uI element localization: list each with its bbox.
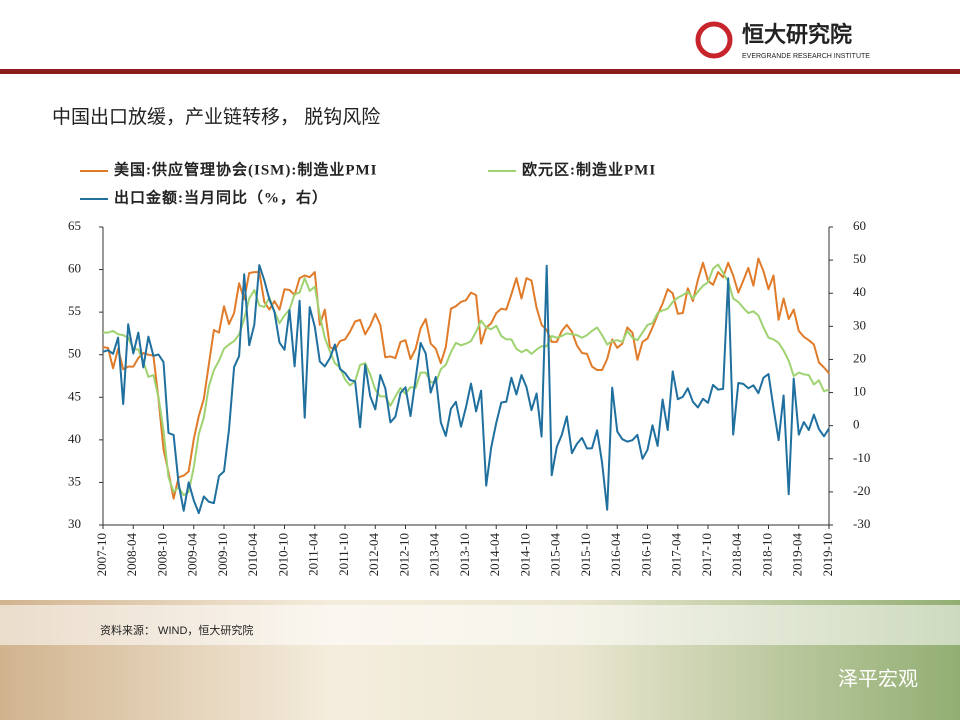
y-tick-label: 35	[68, 473, 81, 488]
x-tick-label: 2019-04	[790, 533, 805, 577]
x-tick-label: 2017-10	[699, 533, 714, 576]
series-line	[103, 263, 830, 497]
series-line	[102, 264, 830, 515]
x-tick-label: 2014-04	[487, 533, 502, 577]
x-tick-label: 2019-10	[820, 533, 835, 576]
x-tick-label: 2016-10	[638, 533, 653, 576]
y2-tick-label: 20	[853, 350, 866, 365]
footer-fade	[0, 605, 960, 645]
x-tick-label: 2015-10	[578, 533, 593, 576]
x-tick-label: 2017-04	[669, 533, 684, 577]
logo-text: 恒大研究院	[742, 22, 852, 47]
x-tick-label: 2009-04	[185, 533, 200, 577]
y2-tick-label: 0	[853, 417, 860, 432]
x-tick-label: 2009-10	[215, 533, 230, 576]
x-tick-label: 2013-10	[457, 533, 472, 576]
y2-tick-label: 60	[853, 218, 866, 233]
y2-tick-label: -30	[853, 516, 870, 531]
x-tick-label: 2012-04	[366, 533, 381, 577]
y2-tick-label: 50	[853, 251, 866, 266]
y-tick-label: 60	[68, 261, 81, 276]
x-tick-label: 2008-10	[154, 533, 169, 576]
x-tick-label: 2011-10	[336, 533, 351, 576]
x-tick-label: 2010-10	[275, 533, 290, 576]
x-tick-label: 2016-04	[608, 533, 623, 577]
y2-tick-label: -20	[853, 483, 870, 498]
legend-label: 出口金额:当月同比（%，右）	[114, 188, 328, 206]
header-rule	[0, 69, 960, 74]
y-tick-label: 55	[68, 303, 81, 318]
source-note: 资料来源： WIND，恒大研究院	[100, 623, 253, 637]
x-tick-label: 2018-10	[759, 533, 774, 576]
y-tick-label: 40	[68, 431, 81, 446]
x-tick-label: 2008-04	[124, 533, 139, 577]
x-tick-label: 2012-10	[396, 533, 411, 576]
slide-title: 中国出口放缓，产业链转移， 脱钩风险	[52, 106, 380, 128]
x-tick-label: 2010-04	[245, 533, 260, 577]
y-tick-label: 50	[68, 346, 81, 361]
x-tick-label: 2011-04	[306, 533, 321, 576]
legend-label: 美国:供应管理协会(ISM):制造业PMI	[114, 160, 377, 178]
y-tick-label: 65	[68, 218, 81, 233]
y-tick-label: 30	[68, 516, 81, 531]
logo-mark	[695, 21, 733, 59]
y2-tick-label: 40	[853, 284, 866, 299]
y2-tick-label: 30	[853, 317, 866, 332]
legend-label: 欧元区:制造业PMI	[522, 160, 656, 178]
x-tick-label: 2018-04	[729, 533, 744, 577]
watermark: 泽平宏观	[838, 667, 918, 690]
y-tick-label: 45	[68, 388, 81, 403]
y2-tick-label: -10	[853, 450, 870, 465]
x-tick-label: 2013-04	[427, 533, 442, 577]
x-tick-label: 2007-10	[94, 533, 109, 576]
x-tick-label: 2015-04	[548, 533, 563, 577]
y2-tick-label: 10	[853, 384, 866, 399]
x-tick-label: 2014-10	[517, 533, 532, 576]
logo-subtext: EVERGRANDE RESEARCH INSTITUTE	[742, 53, 870, 60]
